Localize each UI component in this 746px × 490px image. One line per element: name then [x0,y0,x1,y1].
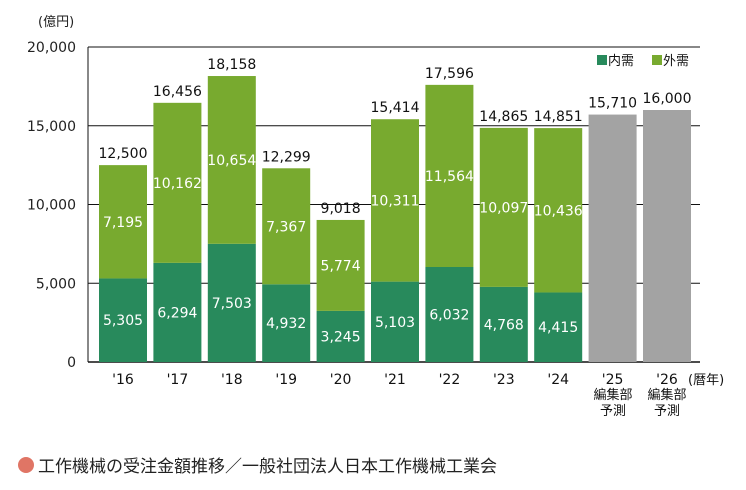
data-label: 7,195 [103,215,143,231]
stacked-bar-chart: (億円) 0 5,000 10,000 15,000 20,000 5,305 7,195 12… [27,14,724,388]
chart-caption: 工作機械の受注金額推移／一般社団法人日本工作機械工業会 [18,452,497,477]
total-label: 18,158 [207,57,256,73]
bar-segment-内需 [425,266,474,362]
x-tick-label: '25 [602,372,624,388]
bar-segment-予測 [588,114,637,362]
bar-segment-内需 [262,284,311,362]
y-tick-label: 20,000 [27,40,76,56]
data-label: 4,768 [484,317,524,333]
total-label: 14,851 [534,109,583,125]
x-tick-label: '24 [547,372,569,388]
data-label: 7,503 [212,296,252,312]
bullet-icon [18,456,34,473]
bar-segment-内需 [316,310,365,362]
data-label: 5,305 [103,313,143,329]
total-label: 12,500 [99,146,148,162]
x-tick-label: '17 [167,372,189,388]
legend-swatch [597,55,607,65]
bar-segment-外需 [207,76,256,244]
bar-segment-内需 [99,278,147,362]
data-label: 11,564 [425,169,474,185]
bar-segment-内需 [534,292,583,362]
bar-segment-内需 [371,281,419,362]
y-tick-label: 10,000 [27,198,76,214]
x-tick-label: '22 [439,372,461,388]
total-label: 12,299 [262,149,311,165]
data-label: 6,294 [157,305,197,321]
bar-segment-外需 [371,119,419,282]
x-tick-note-26: 編集部予測 [647,388,687,419]
bar-segment-外需 [316,219,365,311]
total-label: 16,456 [153,84,202,100]
y-tick-label: 5,000 [36,276,76,292]
bar-segment-予測 [643,110,691,362]
x-tick-label: '20 [330,372,352,388]
data-label: 3,245 [321,329,361,345]
total-label: 14,865 [479,109,528,125]
bar-segment-内需 [479,286,528,362]
x-tick-label: '16 [112,372,134,388]
data-label: 10,654 [207,153,256,169]
bar-segment-外需 [425,84,474,267]
bar-segment-外需 [153,102,202,263]
y-unit-label: (億円) [38,14,74,30]
data-label: 10,311 [371,193,420,209]
bar-segment-外需 [99,165,147,279]
data-label: 5,774 [321,258,361,274]
x-tick-label: '18 [221,372,243,388]
data-label: 6,032 [429,307,469,323]
bar-segment-外需 [534,128,583,293]
x-unit-label: (暦年) [688,373,724,388]
total-label: 16,000 [643,91,692,107]
x-tick-label: '23 [493,372,515,388]
x-tick-note-25: 編集部予測 [593,388,633,419]
data-label: 10,436 [534,203,583,219]
total-label: 15,414 [371,100,420,116]
data-label: 5,103 [375,315,415,331]
x-tick-label: '19 [275,372,297,388]
data-label: 10,097 [479,200,528,216]
total-label: 9,018 [321,201,361,217]
legend-swatch [652,55,662,65]
data-label: 4,415 [538,320,578,336]
caption-text: 工作機械の受注金額推移／一般社団法人日本工作機械工業会 [38,457,497,477]
x-tick-label: '21 [384,372,406,388]
bar-segment-内需 [207,243,256,362]
data-label: 10,162 [153,176,202,192]
total-label: 17,596 [425,66,474,82]
y-tick-label: 15,000 [27,119,76,135]
bar-segment-内需 [153,262,202,362]
data-label: 7,367 [266,219,306,235]
legend-label: 外需 [663,54,689,69]
bar-segment-外需 [262,168,311,285]
total-label: 15,710 [588,96,637,112]
bar-segment-外需 [479,127,528,287]
data-label: 4,932 [266,316,306,332]
y-tick-label: 0 [67,355,76,371]
legend-label: 内需 [608,53,634,69]
x-tick-label: '26 [656,372,678,388]
